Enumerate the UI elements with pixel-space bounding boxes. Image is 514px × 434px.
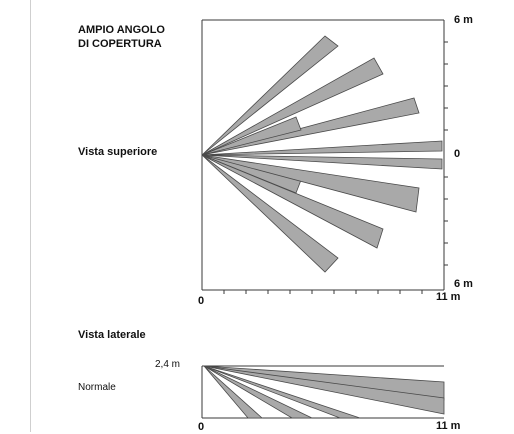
top-view-x-start-label: 0	[198, 295, 205, 307]
beam-center-upper	[201, 140, 443, 156]
top-view-y-bottom-label: 6 m	[454, 278, 473, 290]
beam-upper-1	[201, 35, 339, 156]
side-view-label: Vista laterale	[78, 329, 146, 341]
top-view-y-ticks	[444, 41, 448, 266]
side-view-height-label: 2,4 m	[155, 359, 181, 370]
top-view-x-ticks	[223, 290, 423, 294]
side-view-x-end-label: 11 m	[436, 420, 461, 432]
beam-upper-2	[201, 57, 384, 156]
side-beam-4	[203, 365, 313, 419]
side-beam-5	[203, 365, 264, 419]
beam-lower-2	[201, 154, 384, 249]
top-view-x-end-label: 11 m	[436, 291, 461, 303]
beam-lower-1	[201, 154, 339, 273]
top-view-y-top-label: 6 m	[454, 14, 473, 26]
beam-lower-3	[201, 154, 420, 213]
side-beam-3	[203, 365, 361, 419]
side-view-x-start-label: 0	[198, 421, 205, 433]
top-view-y-mid-label: 0	[454, 148, 461, 160]
side-view-mode-label: Normale	[78, 382, 116, 393]
coverage-heading-line1: AMPIO ANGOLO	[78, 24, 165, 36]
coverage-heading-line2: DI COPERTURA	[78, 38, 162, 50]
side-view-frame	[201, 365, 444, 419]
top-view-label: Vista superiore	[78, 146, 158, 158]
beam-center-lower	[201, 154, 443, 170]
beam-upper-4	[201, 116, 302, 156]
top-view-beams	[201, 35, 443, 273]
side-view-beams	[203, 365, 445, 419]
side-beam-2	[203, 365, 445, 415]
